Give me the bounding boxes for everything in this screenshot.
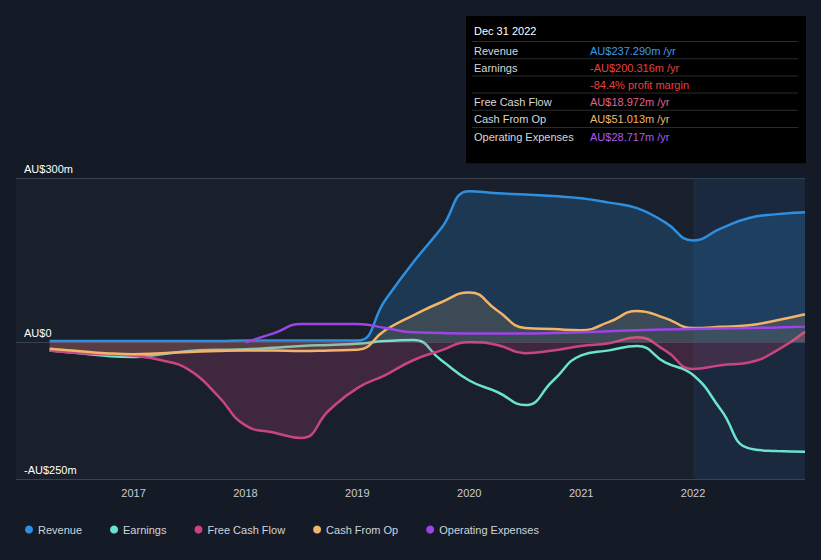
svg-text:2021: 2021 [569,487,593,499]
svg-text:-AU$200.316m /yr: -AU$200.316m /yr [590,62,680,74]
svg-text:AU$0: AU$0 [24,327,52,339]
svg-text:Dec 31 2022: Dec 31 2022 [474,25,536,37]
svg-text:Free Cash Flow: Free Cash Flow [474,96,552,108]
svg-text:-84.4% profit margin: -84.4% profit margin [590,79,689,91]
svg-text:2019: 2019 [345,487,369,499]
svg-text:Revenue: Revenue [38,524,82,536]
svg-text:AU$18.972m /yr: AU$18.972m /yr [590,96,670,108]
svg-text:AU$51.013m /yr: AU$51.013m /yr [590,113,670,125]
svg-text:2022: 2022 [681,487,705,499]
svg-text:Revenue: Revenue [474,45,518,57]
svg-text:AU$237.290m /yr: AU$237.290m /yr [590,45,676,57]
svg-text:Operating Expenses: Operating Expenses [474,131,574,143]
svg-text:2018: 2018 [233,487,257,499]
svg-text:-AU$250m: -AU$250m [24,464,77,476]
svg-text:Cash From Op: Cash From Op [474,113,546,125]
svg-text:2017: 2017 [121,487,145,499]
svg-text:Operating Expenses: Operating Expenses [439,524,539,536]
svg-text:AU$28.717m /yr: AU$28.717m /yr [590,131,670,143]
svg-text:Earnings: Earnings [474,62,518,74]
svg-text:2020: 2020 [457,487,481,499]
svg-text:Earnings: Earnings [123,524,167,536]
svg-text:Cash From Op: Cash From Op [326,524,398,536]
svg-text:Free Cash Flow: Free Cash Flow [207,524,285,536]
svg-text:AU$300m: AU$300m [24,163,73,175]
